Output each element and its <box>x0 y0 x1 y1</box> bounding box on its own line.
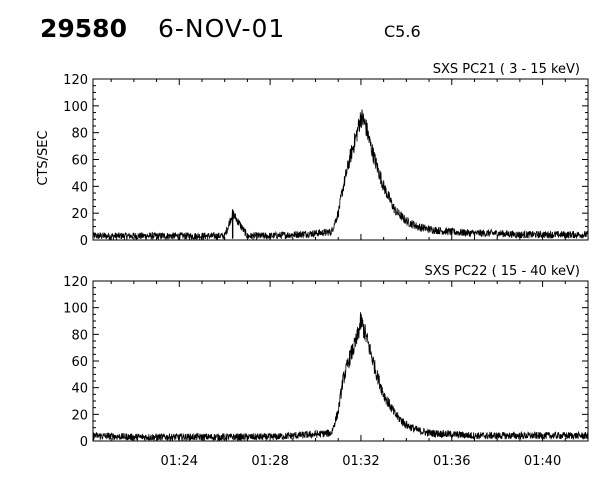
x-tick-label: 01:40 <box>524 454 561 469</box>
series-line-group <box>92 109 589 241</box>
y-tick-label: 0 <box>80 234 88 249</box>
y-tick-label: 80 <box>71 127 88 142</box>
y-tick-label: 80 <box>71 328 88 343</box>
panel-title: SXS PC21 ( 3 - 15 keV) <box>433 62 580 77</box>
y-tick-label: 100 <box>63 100 88 115</box>
y-tick-label: 120 <box>63 275 88 290</box>
y-axis-label: CTS/SEC <box>36 130 51 185</box>
event-date: 6-NOV-01 <box>158 14 286 43</box>
series-line-group <box>92 312 589 442</box>
y-tick-label: 100 <box>63 302 88 317</box>
plot-frame <box>92 78 589 241</box>
flare-class: C5.6 <box>384 22 421 41</box>
y-tick-label: 20 <box>71 207 88 222</box>
y-tick-label: 60 <box>71 154 88 169</box>
x-tick-label: 01:36 <box>433 454 470 469</box>
series-line <box>92 312 589 442</box>
y-tick-label: 0 <box>80 435 88 450</box>
y-tick-label: 60 <box>71 355 88 370</box>
panel-title: SXS PC22 ( 15 - 40 keV) <box>424 264 580 279</box>
event-id: 29580 <box>40 14 127 43</box>
series-line <box>92 109 589 241</box>
x-tick-label: 01:28 <box>251 454 288 469</box>
y-tick-label: 40 <box>71 180 88 195</box>
y-tick-label: 120 <box>63 73 88 88</box>
y-tick-label: 40 <box>71 382 88 397</box>
y-tick-label: 20 <box>71 408 88 423</box>
x-tick-label: 01:24 <box>161 454 198 469</box>
plot-frame <box>92 280 589 442</box>
x-tick-label: 01:32 <box>342 454 379 469</box>
